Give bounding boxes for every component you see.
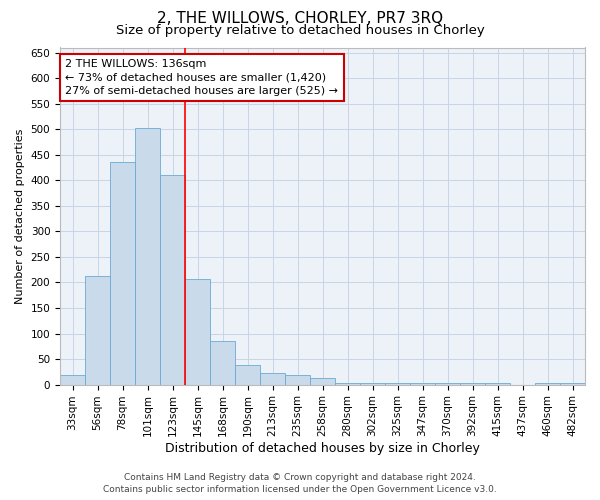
Bar — [385, 382, 410, 384]
Text: Contains HM Land Registry data © Crown copyright and database right 2024.
Contai: Contains HM Land Registry data © Crown c… — [103, 472, 497, 494]
Bar — [210, 340, 235, 384]
Bar — [110, 162, 135, 384]
Bar — [185, 279, 210, 384]
Bar — [435, 382, 460, 384]
Bar — [260, 374, 285, 384]
Bar — [160, 175, 185, 384]
Text: Size of property relative to detached houses in Chorley: Size of property relative to detached ho… — [116, 24, 484, 37]
X-axis label: Distribution of detached houses by size in Chorley: Distribution of detached houses by size … — [165, 442, 480, 455]
Bar — [135, 128, 160, 384]
Bar — [60, 376, 85, 384]
Text: 2, THE WILLOWS, CHORLEY, PR7 3RQ: 2, THE WILLOWS, CHORLEY, PR7 3RQ — [157, 11, 443, 26]
Bar — [310, 378, 335, 384]
Bar — [410, 382, 435, 384]
Bar — [460, 382, 485, 384]
Bar — [560, 382, 585, 384]
Bar — [360, 382, 385, 384]
Bar — [85, 276, 110, 384]
Y-axis label: Number of detached properties: Number of detached properties — [15, 128, 25, 304]
Bar — [485, 382, 510, 384]
Bar — [335, 382, 360, 384]
Bar — [535, 382, 560, 384]
Bar — [235, 365, 260, 384]
Text: 2 THE WILLOWS: 136sqm
← 73% of detached houses are smaller (1,420)
27% of semi-d: 2 THE WILLOWS: 136sqm ← 73% of detached … — [65, 60, 338, 96]
Bar — [285, 376, 310, 384]
